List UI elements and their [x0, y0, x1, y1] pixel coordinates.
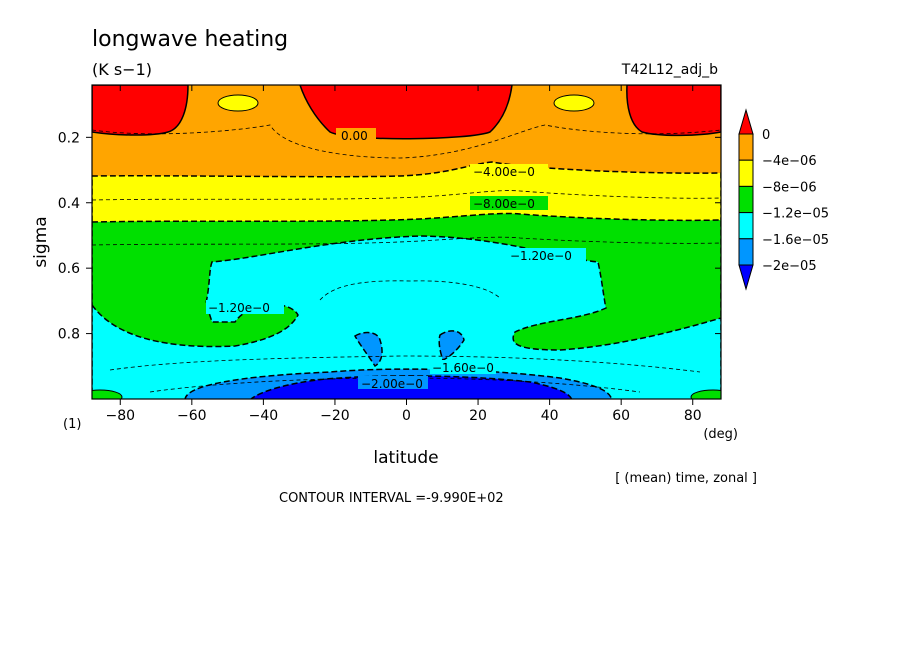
region-yellow-pocket-right	[553, 94, 595, 112]
region-red-left	[92, 85, 189, 136]
colorbar: 0 −4e−06 −8e−06 −1.2e−05 −1.6e−05 −2e−05	[738, 108, 829, 291]
x-unit-label: (deg)	[703, 427, 738, 442]
region-red-right	[626, 85, 721, 137]
x-tick-label: −60	[177, 408, 207, 424]
contour-label-boxes	[206, 128, 586, 389]
contour-label: −4.00e−0	[473, 165, 535, 179]
x-tick-label: −20	[320, 408, 350, 424]
y-axis: 0.2 0.4 0.6 0.8	[58, 130, 721, 343]
contour-label: 0.00	[341, 129, 368, 143]
colorbar-label: 0	[762, 128, 770, 143]
colorbar-segment	[738, 133, 754, 161]
y-axis-label: sigma	[31, 216, 51, 267]
subtitle: [ (mean) time, zonal ]	[615, 471, 757, 486]
contour-label: −8.00e−0	[473, 197, 535, 211]
y-tick-label: 0.2	[58, 130, 80, 146]
contour-interval-label: CONTOUR INTERVAL =-9.990E+02	[279, 491, 504, 506]
contour-label: −1.20e−0	[510, 249, 572, 263]
x-tick-label: 0	[402, 408, 411, 424]
contour-label: −1.60e−0	[432, 361, 494, 375]
y-tick-label: 0.6	[58, 261, 80, 277]
region-cyan	[92, 235, 721, 399]
y-tick-label: 0.4	[58, 196, 80, 212]
x-tick-label: −80	[105, 408, 135, 424]
x-axis: −80 −60 −40 −20 0 20 40 60 80	[105, 85, 702, 424]
colorbar-label: −4e−06	[762, 154, 817, 169]
colorbar-label: −1.2e−05	[762, 207, 829, 222]
contour-plot	[92, 85, 721, 399]
run-label: T42L12_adj_b	[621, 62, 718, 78]
colorbar-label: −1.6e−05	[762, 233, 829, 248]
chart-title: longwave heating	[92, 27, 288, 52]
region-yellow-pocket-left	[217, 94, 259, 112]
colorbar-arrow-top	[738, 108, 754, 135]
colorbar-segment	[738, 238, 754, 266]
region-lightblue-cell-right	[438, 330, 465, 361]
region-lightblue-cell-left	[353, 331, 383, 368]
y-tick-label: 0.8	[58, 327, 80, 343]
region-green-corner-left	[92, 389, 123, 399]
colorbar-segment	[738, 159, 754, 187]
colorbar-segment	[738, 212, 754, 240]
thin-contours	[92, 124, 721, 393]
colorbar-segment	[738, 185, 754, 214]
contour-label: −1.20e−0	[208, 301, 270, 315]
region-red-center	[299, 85, 513, 140]
x-tick-label: 60	[612, 408, 630, 424]
panel-label: (1)	[63, 417, 81, 432]
region-green-corner-right	[690, 389, 721, 399]
contour-labels: 0.00 −4.00e−0 −8.00e−0 −1.20e−0 −1.20e−0…	[208, 129, 572, 391]
colorbar-arrow-bottom	[738, 264, 754, 291]
units-label: (K s−1)	[92, 60, 152, 79]
x-tick-label: 40	[541, 408, 559, 424]
x-tick-label: −40	[249, 408, 279, 424]
colorbar-label: −8e−06	[762, 180, 817, 195]
x-tick-label: 20	[469, 408, 487, 424]
x-axis-label: latitude	[373, 448, 438, 468]
x-tick-label: 80	[684, 408, 702, 424]
colorbar-label: −2e−05	[762, 259, 817, 274]
contour-label: −2.00e−0	[361, 377, 423, 391]
